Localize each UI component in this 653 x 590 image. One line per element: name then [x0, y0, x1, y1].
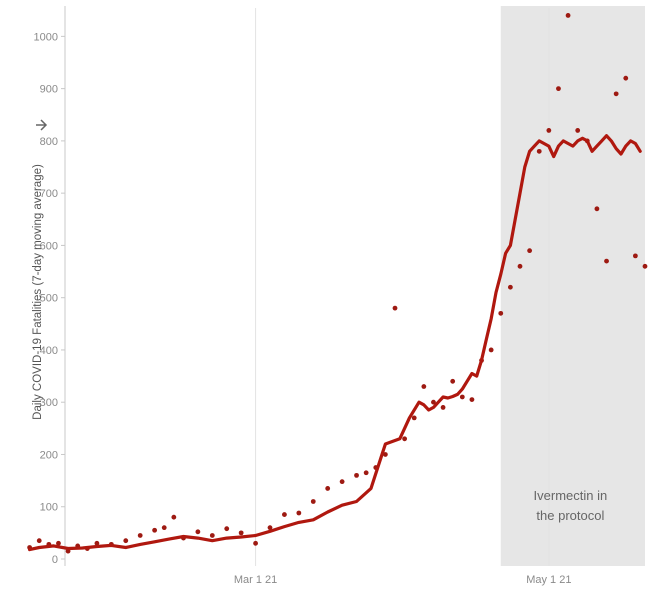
- y-tick-label-3: 300: [40, 397, 58, 409]
- scatter-point-20: [267, 525, 273, 531]
- scatter-point-27: [363, 470, 369, 476]
- scatter-point-34: [431, 399, 436, 405]
- scatter-point-46: [546, 128, 552, 133]
- scatter-point-33: [421, 384, 427, 389]
- scatter-point-31: [402, 436, 408, 442]
- scatter-point-42: [507, 284, 513, 290]
- scatter-point-56: [642, 263, 648, 269]
- scatter-point-19: [253, 540, 258, 546]
- scatter-point-55: [632, 253, 638, 259]
- scatter-point-30: [392, 305, 398, 311]
- grid-layer: [255, 8, 550, 566]
- scatter-point-36: [450, 378, 456, 384]
- scatter-point-40: [488, 347, 494, 353]
- x-tick-label-0: Mar 1 21: [234, 574, 277, 586]
- shaded-region-layer: [500, 6, 645, 566]
- scatter-point-41: [498, 310, 504, 316]
- scatter-point-25: [339, 479, 345, 485]
- sort-arrow-icon[interactable]: [36, 119, 48, 131]
- scatter-point-43: [517, 263, 523, 269]
- scatter-point-18: [238, 530, 244, 536]
- scatter-point-35: [440, 405, 446, 410]
- scatter-point-10: [137, 533, 143, 538]
- y-tick-label-1: 100: [40, 502, 58, 514]
- text-layer: 0 100 200 300 400 500 600 700 800 900 1000 Mar 1 21…: [32, 31, 607, 586]
- scatter-point-22: [296, 510, 302, 516]
- scatter-point-23: [310, 499, 316, 504]
- scatter-point-11: [152, 527, 158, 533]
- ivermectin-shaded-region: [500, 6, 645, 566]
- y-tick-label-4: 400: [40, 345, 58, 357]
- scatter-point-53: [613, 91, 619, 97]
- y-tick-label-0: 0: [52, 554, 58, 566]
- x-tick-label-1: May 1 21: [526, 574, 571, 586]
- scatter-point-7: [94, 540, 100, 546]
- y-tick-label-9: 900: [40, 84, 58, 96]
- annotation-line-1: the protocol: [536, 508, 604, 523]
- scatter-point-13: [171, 514, 177, 520]
- scatter-point-37: [459, 394, 465, 400]
- y-tick-label-10: 1000: [34, 31, 58, 43]
- scatter-point-9: [123, 538, 129, 544]
- line-layer: [28, 134, 642, 552]
- scatter-point-26: [354, 472, 359, 478]
- scatter-point-51: [594, 206, 600, 212]
- y-tick-label-6: 600: [40, 240, 58, 252]
- scatter-point-44: [527, 248, 533, 254]
- annotation-line-0: Ivermectin in: [534, 488, 608, 503]
- scatter-point-16: [209, 533, 215, 538]
- scatter-point-47: [556, 86, 561, 92]
- scatter-point-48: [565, 13, 571, 18]
- scatter-point-52: [604, 258, 609, 264]
- moving-average-line: [28, 134, 642, 552]
- scatter-point-45: [536, 148, 542, 154]
- y-tick-label-8: 800: [40, 136, 58, 148]
- scatter-point-29: [382, 452, 388, 457]
- scatter-point-3: [56, 540, 61, 546]
- y-tick-label-5: 500: [40, 293, 58, 305]
- scatter-point-1: [36, 538, 42, 544]
- scatter-point-21: [282, 512, 287, 517]
- y-tick-label-2: 200: [40, 449, 58, 461]
- scatter-point-49: [575, 128, 581, 133]
- scatter-point-54: [623, 75, 629, 81]
- scatter-point-24: [325, 486, 331, 491]
- scatter-point-32: [411, 415, 417, 421]
- y-axis-title: Daily COVID-19 Fatalities (7-day moving …: [32, 164, 44, 420]
- scatter-point-15: [195, 529, 201, 535]
- scatter-point-12: [161, 525, 167, 531]
- axis-layer: [61, 6, 66, 566]
- scatter-point-38: [469, 397, 475, 402]
- y-tick-label-7: 700: [40, 188, 58, 200]
- scatter-point-17: [224, 526, 230, 532]
